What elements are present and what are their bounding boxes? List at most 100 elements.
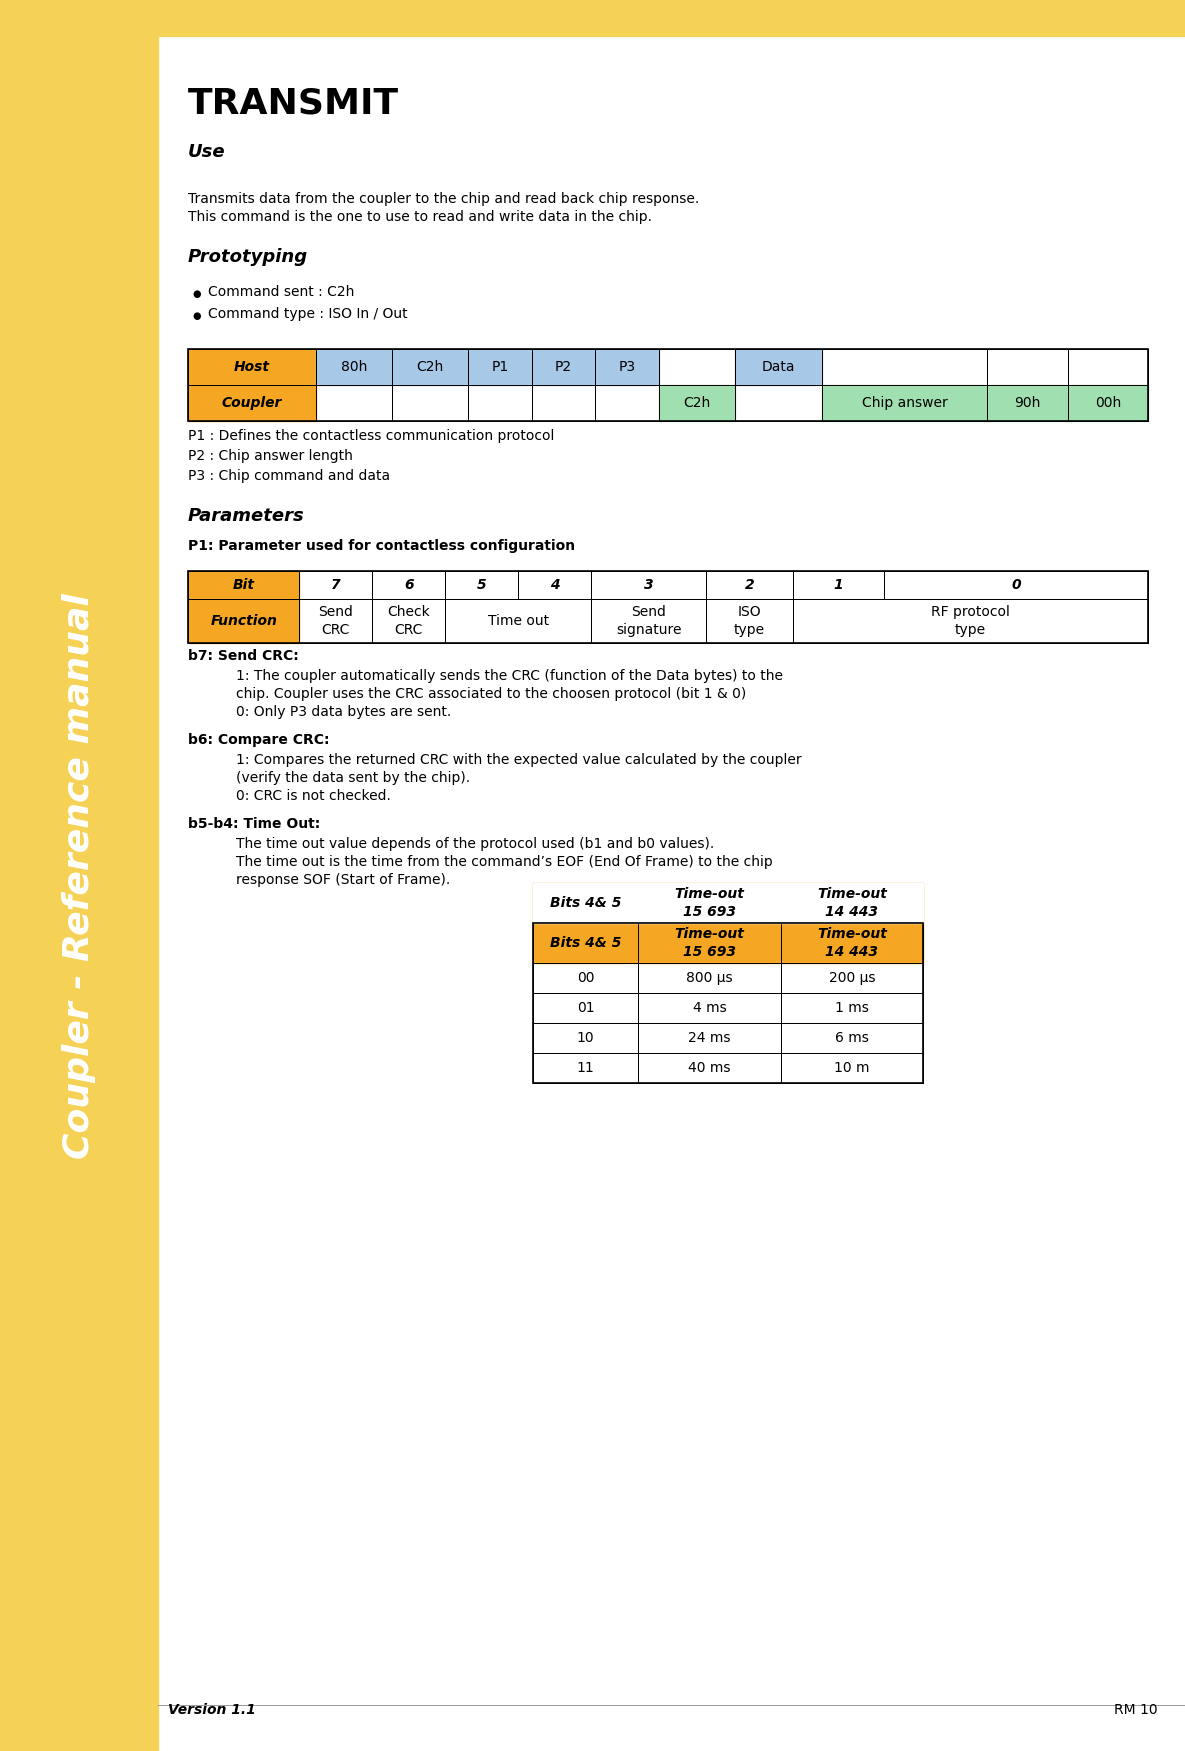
Bar (188, 385, 316, 420)
Bar (793, 571, 884, 599)
Bar (533, 1023, 639, 1052)
Text: Coupler: Coupler (222, 396, 282, 410)
Bar (446, 571, 518, 599)
Text: Version 1.1: Version 1.1 (168, 1704, 256, 1718)
Bar (987, 385, 1068, 420)
Bar (793, 599, 1148, 643)
Bar (392, 348, 468, 385)
Bar (1068, 348, 1148, 385)
Bar (987, 385, 1068, 420)
Bar (1068, 385, 1148, 420)
Text: RF protocol
type: RF protocol type (931, 606, 1010, 637)
Text: 0: 0 (1011, 578, 1020, 592)
Text: P1: P1 (492, 361, 508, 375)
Text: ●: ● (192, 289, 200, 299)
Text: Host: Host (235, 361, 270, 375)
Text: Send
CRC: Send CRC (319, 606, 353, 637)
Bar (533, 923, 923, 1084)
Bar (188, 571, 300, 599)
Bar (822, 385, 987, 420)
Text: Function: Function (210, 615, 277, 629)
Bar (987, 348, 1068, 385)
Text: b5-b4: Time Out:: b5-b4: Time Out: (188, 818, 320, 832)
Bar (392, 385, 468, 420)
Bar (735, 348, 822, 385)
Bar (188, 599, 300, 643)
Text: 4: 4 (550, 578, 559, 592)
Text: 7: 7 (331, 578, 340, 592)
Text: 800 μs: 800 μs (686, 972, 732, 986)
Bar (468, 385, 532, 420)
Bar (188, 599, 300, 643)
Text: Data: Data (762, 361, 795, 375)
Text: 1: The coupler automatically sends the CRC (function of the Data bytes) to the: 1: The coupler automatically sends the C… (236, 669, 783, 683)
Bar (533, 1052, 639, 1084)
Bar (372, 599, 446, 643)
Text: 11: 11 (577, 1061, 595, 1075)
Text: Command sent : C2h: Command sent : C2h (209, 285, 354, 299)
Text: Check
CRC: Check CRC (387, 606, 430, 637)
Text: Parameters: Parameters (188, 508, 305, 525)
Bar (316, 348, 392, 385)
Bar (781, 883, 923, 923)
Bar (639, 993, 781, 1023)
Text: ISO
type: ISO type (734, 606, 766, 637)
Bar (532, 385, 595, 420)
Text: 6 ms: 6 ms (835, 1031, 869, 1045)
Bar (533, 883, 639, 923)
Bar (659, 385, 735, 420)
Bar (0, 0, 158, 1751)
Bar (781, 923, 923, 963)
Text: ●: ● (192, 312, 200, 320)
Bar (595, 385, 659, 420)
Bar (533, 883, 639, 923)
Bar (533, 883, 923, 923)
Text: Time out: Time out (488, 615, 549, 629)
Text: Use: Use (188, 144, 225, 161)
Text: 6: 6 (404, 578, 414, 592)
Bar (595, 348, 659, 385)
Bar (316, 348, 392, 385)
Text: 1 ms: 1 ms (835, 1002, 869, 1016)
Bar (639, 923, 781, 963)
Text: Prototyping: Prototyping (188, 249, 308, 266)
Text: P2 : Chip answer length: P2 : Chip answer length (188, 448, 353, 462)
Bar (659, 385, 735, 420)
Bar (468, 348, 532, 385)
Text: Transmits data from the coupler to the chip and read back chip response.: Transmits data from the coupler to the c… (188, 193, 699, 207)
Text: Bits 4& 5: Bits 4& 5 (550, 897, 621, 911)
Bar (316, 385, 392, 420)
Bar (822, 348, 987, 385)
Text: TRANSMIT: TRANSMIT (188, 88, 399, 121)
Text: 1: Compares the returned CRC with the expected value calculated by the coupler: 1: Compares the returned CRC with the ex… (236, 753, 801, 767)
Text: response SOF (Start of Frame).: response SOF (Start of Frame). (236, 874, 450, 888)
Bar (468, 348, 532, 385)
Text: P1: Parameter used for contactless configuration: P1: Parameter used for contactless confi… (188, 539, 575, 553)
Text: Send
signature: Send signature (616, 606, 681, 637)
Text: 01: 01 (577, 1002, 595, 1016)
Text: 24 ms: 24 ms (688, 1031, 731, 1045)
Bar (639, 923, 781, 963)
Text: 10 m: 10 m (834, 1061, 870, 1075)
Bar (781, 1023, 923, 1052)
Bar (884, 571, 1148, 599)
Bar (533, 993, 639, 1023)
Bar (659, 348, 735, 385)
Bar (639, 1023, 781, 1052)
Text: b6: Compare CRC:: b6: Compare CRC: (188, 734, 329, 748)
Bar (188, 348, 316, 385)
Bar (300, 571, 372, 599)
Bar (518, 571, 591, 599)
Bar (188, 348, 1148, 420)
Text: P3 : Chip command and data: P3 : Chip command and data (188, 469, 390, 483)
Bar (591, 599, 706, 643)
Text: b7: Send CRC:: b7: Send CRC: (188, 650, 299, 664)
Text: 4 ms: 4 ms (692, 1002, 726, 1016)
Bar (533, 883, 923, 923)
Bar (639, 1052, 781, 1084)
Text: RM 10: RM 10 (1114, 1704, 1158, 1718)
Text: P3: P3 (619, 361, 636, 375)
Bar (188, 348, 316, 385)
Bar (706, 599, 793, 643)
Bar (392, 348, 468, 385)
